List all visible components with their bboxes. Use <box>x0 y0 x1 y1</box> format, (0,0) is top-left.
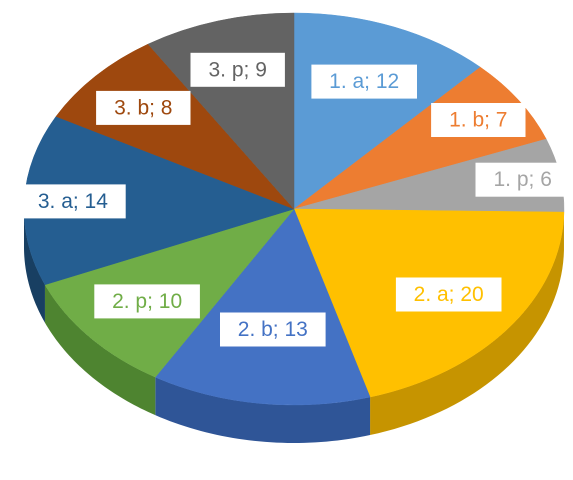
pie-slice-1 <box>293 12 481 210</box>
data-label-3: 1. p; 6 <box>475 162 570 197</box>
data-label-6: 2. p; 10 <box>94 284 200 319</box>
data-label-text-1: 1. a; 12 <box>329 70 399 93</box>
data-label-box-7 <box>20 184 126 219</box>
data-label-text-6: 2. p; 10 <box>112 290 182 313</box>
pie-labels: 1. a; 12 1. b; 7 1. p; 6 2. a; 20 2. b; 13 2.… <box>20 52 570 347</box>
data-label-text-4: 2. a; 20 <box>414 283 484 306</box>
pie-slice-5 <box>154 208 371 406</box>
data-label-text-9: 3. p; 9 <box>209 58 267 81</box>
data-label-box-5 <box>220 312 326 347</box>
data-label-box-2 <box>431 103 526 137</box>
data-label-text-3: 1. p; 6 <box>494 168 552 191</box>
data-label-box-4 <box>395 277 502 312</box>
data-label-5: 2. b; 13 <box>220 312 326 347</box>
pie-sides <box>24 209 564 443</box>
data-label-box-9 <box>190 52 285 87</box>
data-label-text-5: 2. b; 13 <box>238 318 308 341</box>
data-label-box-6 <box>94 284 200 319</box>
data-label-box-1 <box>311 64 417 99</box>
data-label-box-8 <box>96 90 191 125</box>
pie-slice-2 <box>293 66 547 210</box>
pie-side-6 <box>44 284 156 416</box>
pie-slice-8 <box>55 43 295 210</box>
data-label-7: 3. a; 14 <box>20 184 126 219</box>
pie-side-4 <box>370 212 564 436</box>
data-label-2: 1. b; 7 <box>431 103 526 137</box>
data-label-8: 3. b; 8 <box>96 90 191 125</box>
pie-side-7 <box>24 209 45 323</box>
data-label-9: 3. p; 9 <box>190 52 285 87</box>
pie-side-5 <box>155 377 371 443</box>
data-label-text-8: 3. b; 8 <box>114 96 172 119</box>
data-label-text-7: 3. a; 14 <box>38 190 108 213</box>
data-label-box-3 <box>475 162 570 197</box>
data-label-text-2: 1. b; 7 <box>449 109 507 132</box>
data-label-1: 1. a; 12 <box>311 64 417 99</box>
data-label-4: 2. a; 20 <box>395 277 502 312</box>
